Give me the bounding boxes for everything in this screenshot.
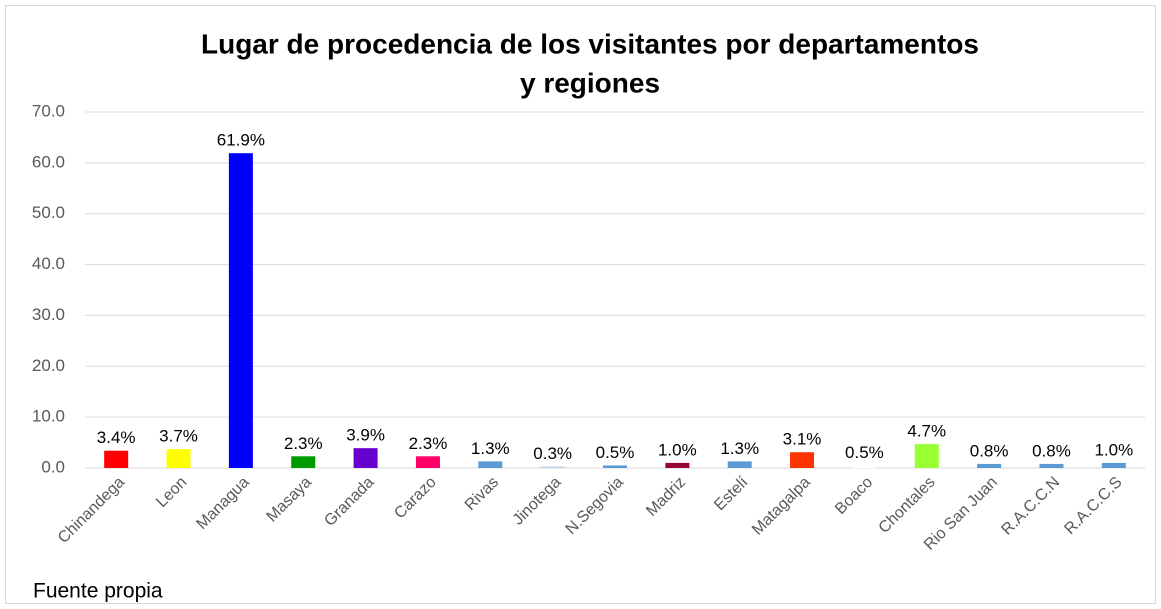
bar: [603, 465, 627, 468]
data-label: 0.5%: [845, 443, 884, 462]
bar: [852, 465, 877, 468]
chart-title: Lugar de procedencia de los visitantes p…: [201, 28, 979, 59]
y-tick-label: 20.0: [32, 356, 65, 375]
data-label: 0.8%: [970, 441, 1009, 460]
bar: [478, 461, 503, 468]
bar: [665, 462, 690, 468]
data-label: 0.5%: [596, 443, 635, 462]
y-tick-label: 70.0: [32, 101, 65, 120]
data-label: 61.9%: [217, 131, 265, 150]
data-label: 1.3%: [720, 439, 759, 458]
y-tick-label: 60.0: [32, 152, 65, 171]
data-label: 3.4%: [97, 428, 136, 447]
bar: [1039, 463, 1064, 468]
bar: [104, 450, 129, 468]
bar: [977, 463, 1002, 468]
bar: [540, 466, 565, 468]
y-tick-label: 10.0: [32, 407, 65, 426]
bar: [415, 456, 440, 468]
chart-title: y regiones: [520, 67, 660, 98]
y-tick-label: 50.0: [32, 203, 65, 222]
data-label: 2.3%: [409, 434, 448, 453]
data-label: 3.1%: [783, 430, 822, 449]
data-label: 3.7%: [159, 427, 198, 446]
data-label: 2.3%: [284, 434, 323, 453]
data-label: 0.8%: [1032, 441, 1071, 460]
bar: [727, 461, 752, 468]
data-label: 4.7%: [907, 422, 946, 441]
bar: [353, 448, 378, 468]
chart-border: [5, 5, 1156, 604]
data-label: 0.3%: [533, 444, 572, 463]
data-label: 1.0%: [1094, 440, 1133, 459]
data-label: 1.3%: [471, 439, 510, 458]
bar: [291, 456, 316, 468]
bar: [166, 449, 191, 468]
y-tick-label: 40.0: [32, 254, 65, 273]
bar: [914, 444, 939, 468]
bar: [228, 153, 253, 469]
bar: [1101, 462, 1126, 468]
y-tick-label: 0.0: [41, 457, 65, 476]
bar: [790, 452, 815, 468]
data-label: 1.0%: [658, 440, 697, 459]
data-label: 3.9%: [346, 426, 385, 445]
source-note: Fuente propia: [33, 580, 163, 603]
y-tick-label: 30.0: [32, 305, 65, 324]
